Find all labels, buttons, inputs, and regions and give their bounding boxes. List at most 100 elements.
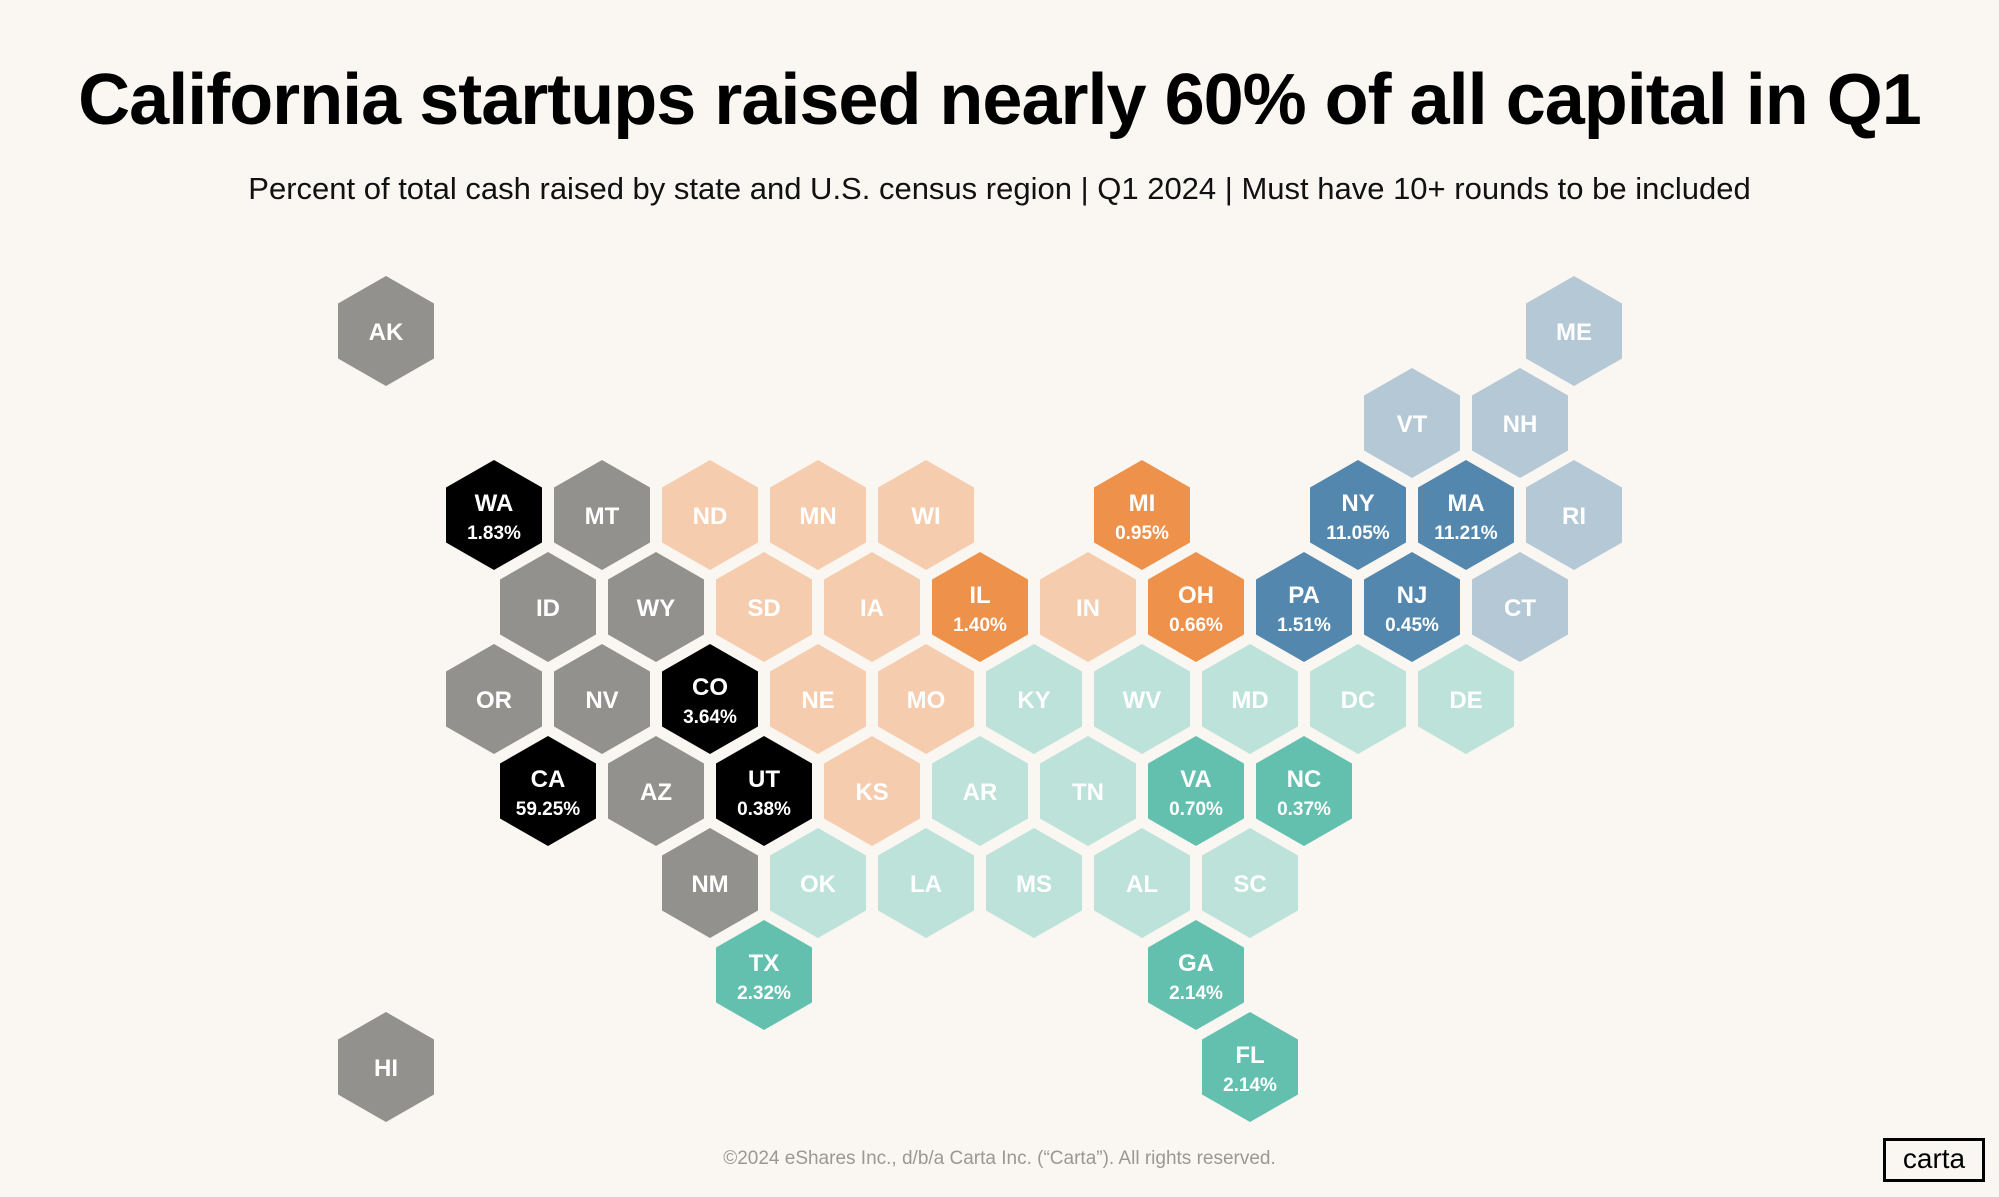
- state-label: VT: [1397, 411, 1428, 438]
- state-percent: 59.25%: [516, 799, 581, 820]
- hex-shape: [1526, 460, 1622, 570]
- state-label: IA: [860, 595, 884, 622]
- state-label: AK: [369, 319, 404, 346]
- state-hex-wy: WY: [608, 552, 704, 662]
- state-hex-dc: DC: [1310, 644, 1406, 754]
- state-hex-ks: KS: [824, 736, 920, 846]
- state-label: OH: [1178, 582, 1214, 609]
- state-hex-ne: NE: [770, 644, 866, 754]
- hex-shape: [446, 644, 542, 754]
- state-label: MN: [799, 503, 836, 530]
- state-percent: 0.37%: [1277, 799, 1331, 820]
- state-label: NH: [1503, 411, 1538, 438]
- state-label: NC: [1287, 766, 1322, 793]
- state-percent: 2.32%: [737, 983, 791, 1004]
- hex-shape: [1094, 828, 1190, 938]
- state-hex-co: CO 3.64%: [662, 644, 758, 754]
- state-hex-ms: MS: [986, 828, 1082, 938]
- state-label: CT: [1504, 595, 1536, 622]
- state-label: CO: [692, 674, 728, 701]
- state-hex-fl: FL 2.14%: [1202, 1012, 1298, 1122]
- state-hex-nh: NH: [1472, 368, 1568, 478]
- state-percent: 3.64%: [683, 707, 737, 728]
- state-percent: 0.38%: [737, 799, 791, 820]
- hex-shape: [932, 552, 1028, 662]
- state-hex-la: LA: [878, 828, 974, 938]
- hex-shape: [662, 828, 758, 938]
- hex-shape: [1364, 368, 1460, 478]
- hex-shape: [1310, 460, 1406, 570]
- hex-shape: [1094, 644, 1190, 754]
- state-hex-sc: SC: [1202, 828, 1298, 938]
- state-hex-or: OR: [446, 644, 542, 754]
- hex-shape: [1256, 552, 1352, 662]
- hex-shape: [770, 828, 866, 938]
- state-hex-ak: AK: [338, 276, 434, 386]
- hex-shape: [1040, 552, 1136, 662]
- hex-shape: [446, 460, 542, 570]
- state-percent: 2.14%: [1169, 983, 1223, 1004]
- state-label: HI: [374, 1055, 398, 1082]
- state-percent: 1.40%: [953, 615, 1007, 636]
- hex-shape: [1472, 552, 1568, 662]
- state-label: MI: [1129, 490, 1156, 517]
- hex-shape: [824, 552, 920, 662]
- state-label: IN: [1076, 595, 1100, 622]
- hex-shape: [338, 1012, 434, 1122]
- state-hex-wa: WA 1.83%: [446, 460, 542, 570]
- state-label: ND: [693, 503, 728, 530]
- state-hex-hi: HI: [338, 1012, 434, 1122]
- hex-shape: [554, 460, 650, 570]
- state-label: OR: [476, 687, 512, 714]
- state-hex-ma: MA 11.21%: [1418, 460, 1514, 570]
- state-label: UT: [748, 766, 780, 793]
- state-label: DE: [1449, 687, 1482, 714]
- hex-shape: [1364, 552, 1460, 662]
- state-percent: 0.45%: [1385, 615, 1439, 636]
- state-label: WY: [637, 595, 676, 622]
- hex-shape: [1148, 920, 1244, 1030]
- state-label: KS: [855, 779, 888, 806]
- state-hex-nc: NC 0.37%: [1256, 736, 1352, 846]
- state-label: NJ: [1397, 582, 1428, 609]
- state-hex-nj: NJ 0.45%: [1364, 552, 1460, 662]
- state-label: ME: [1556, 319, 1592, 346]
- state-label: MA: [1447, 490, 1484, 517]
- state-hex-ri: RI: [1526, 460, 1622, 570]
- state-label: SD: [747, 595, 780, 622]
- hex-shape: [986, 828, 1082, 938]
- state-label: LA: [910, 871, 942, 898]
- carta-logo: carta: [1883, 1138, 1985, 1182]
- chart-title: California startups raised nearly 60% of…: [78, 60, 1922, 140]
- state-hex-ok: OK: [770, 828, 866, 938]
- hex-shape: [1202, 644, 1298, 754]
- state-percent: 11.05%: [1326, 523, 1389, 544]
- hex-shape: [1202, 828, 1298, 938]
- hex-shape: [770, 644, 866, 754]
- state-label: PA: [1288, 582, 1320, 609]
- state-hex-id: ID: [500, 552, 596, 662]
- hex-shape: [1040, 736, 1136, 846]
- hex-shape: [338, 276, 434, 386]
- hex-shape: [500, 552, 596, 662]
- state-hex-ar: AR: [932, 736, 1028, 846]
- state-label: AR: [963, 779, 998, 806]
- state-label: AL: [1126, 871, 1158, 898]
- state-hex-ga: GA 2.14%: [1148, 920, 1244, 1030]
- state-hex-mi: MI 0.95%: [1094, 460, 1190, 570]
- state-label: CA: [531, 766, 566, 793]
- state-percent: 11.21%: [1434, 523, 1497, 544]
- state-hex-mt: MT: [554, 460, 650, 570]
- hex-shape: [662, 644, 758, 754]
- hex-shape: [878, 460, 974, 570]
- state-label: AZ: [640, 779, 672, 806]
- hex-shape: [1094, 460, 1190, 570]
- hex-shape: [878, 644, 974, 754]
- state-label: NE: [801, 687, 834, 714]
- hex-shape: [986, 644, 1082, 754]
- state-percent: 1.83%: [467, 523, 521, 544]
- hex-shape: [608, 552, 704, 662]
- state-percent: 0.70%: [1169, 799, 1223, 820]
- subtitle-wrapper: Percent of total cash raised by state an…: [0, 170, 1999, 208]
